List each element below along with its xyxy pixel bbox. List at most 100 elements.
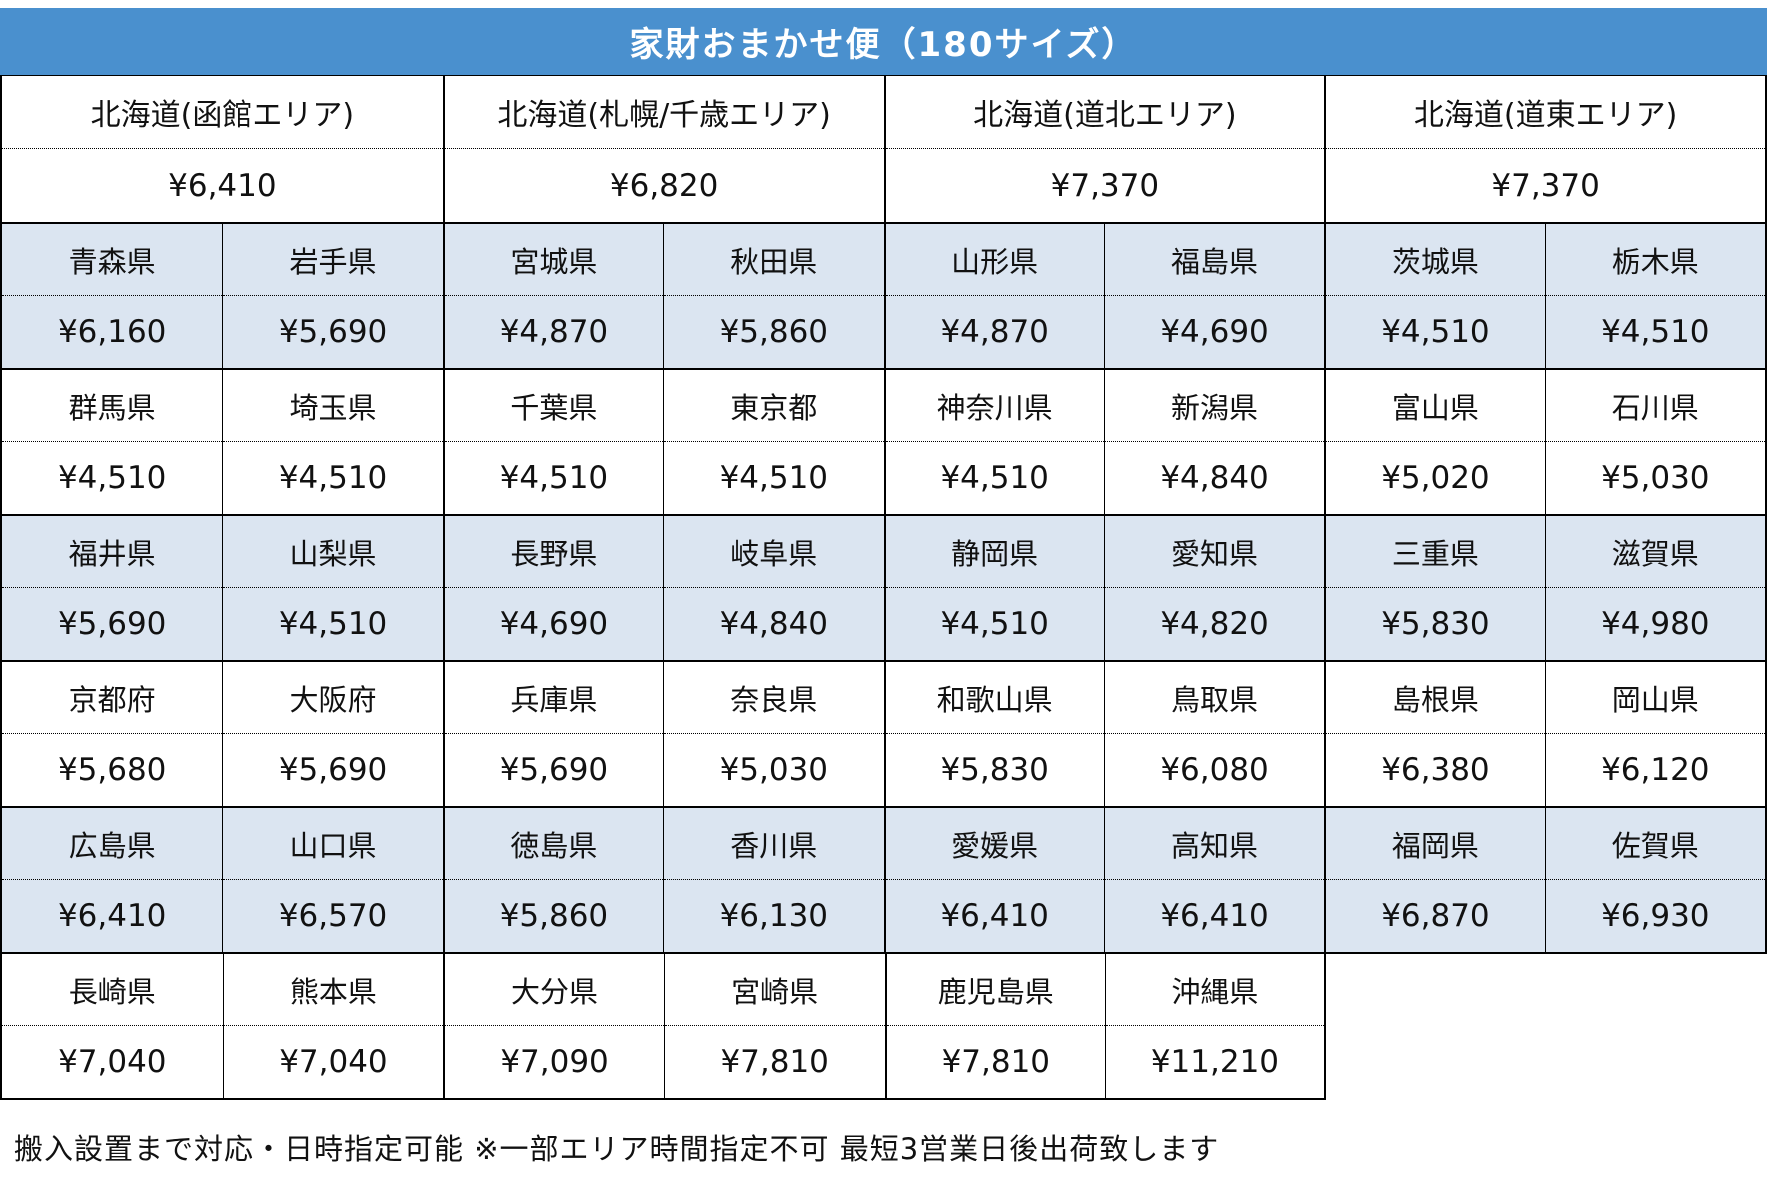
prefecture-cell-price: ¥6,380 — [1381, 752, 1490, 788]
prefecture-cell-name: 大分県 — [445, 954, 664, 1026]
area-cell-price: ¥6,410 — [168, 167, 277, 204]
prefecture-cell: 徳島県 ¥5,860 — [442, 808, 664, 952]
prefecture-cell: 山形県 ¥4,870 — [883, 224, 1104, 368]
prefecture-cell-name: 福島県 — [1104, 224, 1325, 296]
prefecture-cell-name: 宮崎県 — [664, 954, 885, 1026]
prefecture-cell-price: ¥4,510 — [278, 606, 388, 642]
area-cell-name: 北海道(函館エリア) — [2, 76, 443, 149]
prefecture-cell-name: 静岡県 — [885, 516, 1104, 588]
prefecture-cell-price: ¥6,410 — [1160, 898, 1269, 934]
hokkaido-band: 北海道(函館エリア) ¥6,410 北海道(札幌/千歳エリア) ¥6,820 北海道(道… — [2, 76, 1767, 224]
prefecture-cell-name: 長崎県 — [2, 954, 223, 1026]
prefecture-band-2: 群馬県 ¥4,510 埼玉県 ¥4,510 千葉県 ¥4,510 東京都 ¥4,510 神奈川県… — [2, 370, 1767, 516]
prefecture-cell-name: 富山県 — [1326, 370, 1545, 442]
prefecture-cell: 宮城県 ¥4,870 — [442, 224, 664, 368]
prefecture-cell: 秋田県 ¥5,860 — [663, 224, 884, 368]
prefecture-cell: 香川県 ¥6,130 — [663, 808, 884, 952]
prefecture-cell: 富山県 ¥5,020 — [1324, 370, 1545, 514]
prefecture-cell: 奈良県 ¥5,030 — [663, 662, 884, 806]
prefecture-cell-price: ¥7,040 — [58, 1044, 167, 1080]
prefecture-cell: 千葉県 ¥4,510 — [442, 370, 664, 514]
prefecture-cell-price: ¥4,510 — [940, 606, 1049, 642]
prefecture-cell-name: 福井県 — [2, 516, 223, 588]
empty-cell — [1325, 954, 1547, 1100]
prefecture-cell: 新潟県 ¥4,840 — [1103, 370, 1325, 514]
page-title: 家財おまかせ便（180サイズ） — [0, 8, 1767, 75]
prefecture-cell-price: ¥4,510 — [499, 460, 609, 496]
prefecture-cell-name: 三重県 — [1326, 516, 1545, 588]
prefecture-cell-name: 山口県 — [223, 808, 443, 880]
prefecture-cell-name: 兵庫県 — [444, 662, 664, 734]
prefecture-cell: 石川県 ¥5,030 — [1544, 370, 1765, 514]
prefecture-cell-price: ¥6,120 — [1601, 752, 1710, 788]
prefecture-cell: 岩手県 ¥5,690 — [222, 224, 443, 368]
prefecture-cell: 福井県 ¥5,690 — [2, 516, 223, 660]
area-cell-name: 北海道(道東エリア) — [1326, 76, 1765, 149]
prefecture-cell: 静岡県 ¥4,510 — [883, 516, 1104, 660]
prefecture-cell-price: ¥4,510 — [1381, 314, 1490, 350]
prefecture-cell-price: ¥5,860 — [499, 898, 609, 934]
prefecture-cell-price: ¥4,840 — [719, 606, 829, 642]
prefecture-cell: 三重県 ¥5,830 — [1324, 516, 1545, 660]
prefecture-cell: 鹿児島県 ¥7,810 — [884, 954, 1106, 1100]
prefecture-cell: 長野県 ¥4,690 — [442, 516, 664, 660]
prefecture-cell-name: 滋賀県 — [1545, 516, 1765, 588]
prefecture-cell-price: ¥4,820 — [1160, 606, 1269, 642]
prefecture-cell-name: 福岡県 — [1326, 808, 1545, 880]
prefecture-cell: 群馬県 ¥4,510 — [2, 370, 223, 514]
prefecture-cell-name: 石川県 — [1545, 370, 1765, 442]
prefecture-cell-price: ¥5,690 — [278, 752, 388, 788]
prefecture-cell-name: 高知県 — [1104, 808, 1325, 880]
prefecture-cell-price: ¥4,980 — [1601, 606, 1710, 642]
prefecture-cell-name: 香川県 — [664, 808, 884, 880]
prefecture-cell: 埼玉県 ¥4,510 — [222, 370, 443, 514]
prefecture-cell-price: ¥4,870 — [499, 314, 609, 350]
prefecture-cell: 愛媛県 ¥6,410 — [883, 808, 1104, 952]
prefecture-cell-price: ¥6,570 — [278, 898, 388, 934]
prefecture-cell-price: ¥5,030 — [1601, 460, 1710, 496]
prefecture-cell: 鳥取県 ¥6,080 — [1103, 662, 1325, 806]
prefecture-cell: 宮崎県 ¥7,810 — [663, 954, 885, 1100]
prefecture-band-1: 青森県 ¥6,160 岩手県 ¥5,690 宮城県 ¥4,870 秋田県 ¥5,860 山形県 ¥… — [2, 224, 1767, 370]
prefecture-cell-price: ¥7,810 — [720, 1044, 829, 1080]
prefecture-cell-price: ¥6,130 — [719, 898, 829, 934]
area-cell: 北海道(函館エリア) ¥6,410 — [2, 76, 443, 222]
prefecture-cell: 沖縄県 ¥11,210 — [1105, 954, 1326, 1100]
area-cell-name: 北海道(札幌/千歳エリア) — [444, 76, 884, 149]
prefecture-band-4: 京都府 ¥5,680 大阪府 ¥5,690 兵庫県 ¥5,690 奈良県 ¥5,030 和歌山県… — [2, 662, 1767, 808]
area-cell-price: ¥6,820 — [609, 167, 719, 204]
prefecture-cell-name: 島根県 — [1326, 662, 1545, 734]
prefecture-cell-name: 熊本県 — [223, 954, 444, 1026]
prefecture-band-6: 長崎県 ¥7,040 熊本県 ¥7,040 大分県 ¥7,090 宮崎県 ¥7,810 鹿児島県… — [2, 954, 1767, 1100]
prefecture-cell-price: ¥5,020 — [1381, 460, 1490, 496]
prefecture-cell-name: 岡山県 — [1545, 662, 1765, 734]
prefecture-cell: 神奈川県 ¥4,510 — [883, 370, 1104, 514]
prefecture-cell-name: 栃木県 — [1545, 224, 1765, 296]
prefecture-cell-price: ¥4,510 — [719, 460, 829, 496]
prefecture-cell-name: 鳥取県 — [1104, 662, 1325, 734]
prefecture-cell-price: ¥6,160 — [57, 314, 167, 350]
prefecture-cell-name: 宮城県 — [444, 224, 664, 296]
prefecture-cell-name: 沖縄県 — [1106, 954, 1324, 1026]
prefecture-cell: 山梨県 ¥4,510 — [222, 516, 443, 660]
prefecture-cell-price: ¥4,690 — [499, 606, 609, 642]
prefecture-cell-price: ¥6,410 — [940, 898, 1049, 934]
prefecture-cell-name: 鹿児島県 — [886, 954, 1106, 1026]
prefecture-cell: 山口県 ¥6,570 — [222, 808, 443, 952]
prefecture-cell-price: ¥5,680 — [57, 752, 167, 788]
prefecture-cell-name: 長野県 — [444, 516, 664, 588]
prefecture-cell-price: ¥7,090 — [500, 1044, 609, 1080]
prefecture-cell-price: ¥7,040 — [279, 1044, 388, 1080]
prefecture-cell-price: ¥4,870 — [940, 314, 1049, 350]
prefecture-cell-price: ¥7,810 — [941, 1044, 1051, 1080]
prefecture-cell-price: ¥5,690 — [499, 752, 609, 788]
prefecture-cell-price: ¥5,030 — [719, 752, 829, 788]
empty-cell — [1546, 954, 1767, 1100]
prefecture-cell-price: ¥4,510 — [1601, 314, 1710, 350]
prefecture-cell: 東京都 ¥4,510 — [663, 370, 884, 514]
prefecture-cell: 島根県 ¥6,380 — [1324, 662, 1545, 806]
prefecture-cell-price: ¥5,690 — [57, 606, 167, 642]
prefecture-band-3: 福井県 ¥5,690 山梨県 ¥4,510 長野県 ¥4,690 岐阜県 ¥4,840 静岡県 ¥… — [2, 516, 1767, 662]
prefecture-cell: 岡山県 ¥6,120 — [1544, 662, 1765, 806]
